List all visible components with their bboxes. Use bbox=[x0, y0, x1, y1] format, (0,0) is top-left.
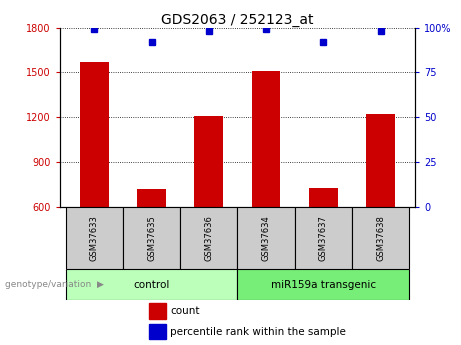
Bar bbox=[366, 114, 395, 207]
Text: GSM37637: GSM37637 bbox=[319, 215, 328, 261]
Bar bbox=[80, 62, 109, 207]
Bar bbox=[252, 71, 280, 207]
Bar bbox=[195, 116, 223, 207]
Bar bbox=[123, 207, 180, 269]
Text: control: control bbox=[133, 280, 170, 289]
Bar bbox=[148, 324, 165, 339]
Text: miR159a transgenic: miR159a transgenic bbox=[271, 280, 376, 289]
Text: GSM37635: GSM37635 bbox=[147, 215, 156, 261]
Text: GSM37636: GSM37636 bbox=[204, 215, 213, 261]
Text: GSM37638: GSM37638 bbox=[376, 215, 385, 261]
Bar bbox=[237, 269, 409, 300]
Bar bbox=[180, 207, 237, 269]
Bar bbox=[65, 207, 123, 269]
Bar bbox=[137, 189, 166, 207]
Text: GSM37633: GSM37633 bbox=[90, 215, 99, 261]
Bar bbox=[295, 207, 352, 269]
Bar bbox=[65, 269, 237, 300]
Bar bbox=[309, 188, 337, 207]
Text: count: count bbox=[170, 306, 200, 316]
Title: GDS2063 / 252123_at: GDS2063 / 252123_at bbox=[161, 12, 313, 27]
Text: percentile rank within the sample: percentile rank within the sample bbox=[170, 327, 346, 337]
Text: genotype/variation  ▶: genotype/variation ▶ bbox=[5, 280, 103, 289]
Bar bbox=[148, 303, 165, 319]
Bar bbox=[352, 207, 409, 269]
Text: GSM37634: GSM37634 bbox=[261, 215, 271, 261]
Bar bbox=[237, 207, 295, 269]
